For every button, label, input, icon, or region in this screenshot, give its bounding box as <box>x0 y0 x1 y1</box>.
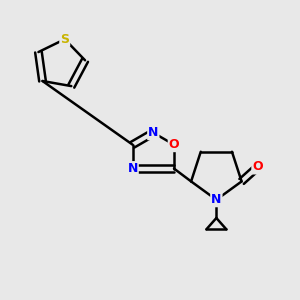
Text: N: N <box>211 193 221 206</box>
Text: N: N <box>128 162 138 175</box>
Text: S: S <box>60 33 69 46</box>
Text: N: N <box>148 126 158 139</box>
Text: O: O <box>169 138 179 151</box>
Text: O: O <box>252 160 263 173</box>
